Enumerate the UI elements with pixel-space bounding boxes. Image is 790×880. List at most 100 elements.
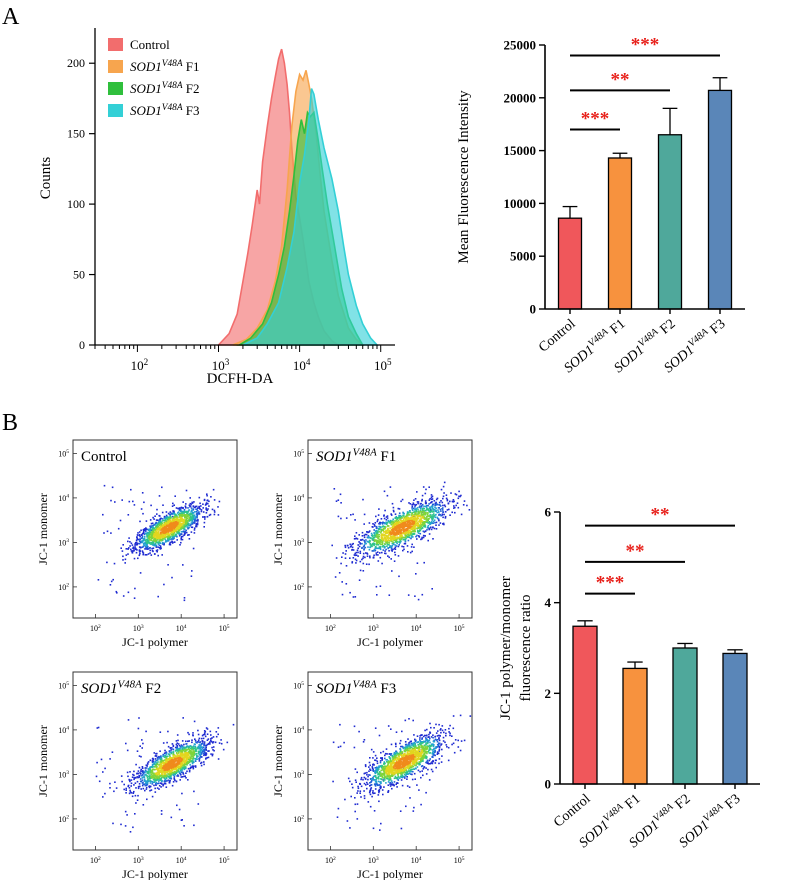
- scatter-point: [185, 760, 187, 763]
- scatter-point: [166, 763, 169, 765]
- bar: [607, 157, 633, 310]
- scatter-point: [151, 773, 153, 775]
- scatter-point: [373, 529, 375, 531]
- scatter-point: [364, 764, 367, 766]
- scatter-point: [374, 547, 376, 549]
- scatter-point: [98, 780, 101, 783]
- scatter-point: [140, 788, 142, 790]
- scatter-point: [430, 507, 432, 510]
- scatter-point: [398, 525, 401, 527]
- scatter-point: [422, 517, 425, 520]
- scatter-point: [141, 550, 144, 552]
- scatter-point: [463, 500, 466, 502]
- scatter-point: [185, 740, 187, 743]
- scatter-point: [432, 503, 434, 506]
- scatter-point: [170, 529, 173, 531]
- scatter-point: [180, 758, 182, 761]
- scatter-point: [133, 774, 135, 777]
- scatter-point: [435, 723, 437, 726]
- hist-ytick-label: 200: [67, 56, 85, 70]
- scatter-point: [397, 555, 400, 557]
- scatter-point: [379, 547, 382, 549]
- scatter-point: [181, 538, 184, 541]
- scatter-point: [377, 531, 379, 534]
- scatter-point: [427, 527, 430, 529]
- scatter-point: [354, 768, 357, 770]
- scatter-point: [429, 522, 432, 524]
- scatter-point: [145, 532, 148, 535]
- scatter-point: [109, 584, 112, 586]
- scatter-point: [378, 542, 381, 545]
- scatter-point: [439, 513, 441, 516]
- scatter-point: [150, 771, 152, 773]
- scatter-point: [383, 517, 386, 520]
- scatter-point: [145, 730, 147, 733]
- scatter-point: [441, 513, 444, 515]
- scatter-point: [177, 750, 179, 753]
- scatter-point: [416, 521, 419, 524]
- scatter-point: [355, 559, 358, 562]
- scatter-point: [164, 527, 166, 529]
- scatter-point: [428, 503, 430, 505]
- scatter-point: [189, 524, 191, 527]
- scatter-point: [153, 537, 155, 539]
- scatter-point: [386, 517, 389, 519]
- scatter-point: [130, 785, 132, 787]
- scatter-point: [206, 743, 209, 746]
- scatter-point: [155, 539, 157, 542]
- scatter-point: [394, 537, 397, 540]
- scatter-point: [160, 766, 163, 768]
- scatter-point: [130, 548, 132, 551]
- scatter-point: [172, 774, 175, 776]
- scatter-point: [154, 778, 156, 781]
- scatter-point: [204, 733, 206, 736]
- scatter-point: [158, 782, 160, 784]
- scatter-point: [151, 795, 154, 798]
- scatter-point: [172, 748, 175, 751]
- scatter-point: [165, 521, 168, 523]
- scatter-point: [152, 768, 155, 771]
- scatter-point: [394, 517, 396, 520]
- scatter-point: [405, 532, 408, 535]
- scatter-ytick-label: 102: [58, 583, 69, 592]
- scatter-point: [187, 731, 189, 734]
- scatter-point: [178, 509, 181, 511]
- scatter-point: [179, 745, 182, 748]
- scatter-point: [162, 742, 165, 744]
- scatter-point: [396, 542, 398, 545]
- scatter-point: [161, 554, 163, 556]
- scatter-point: [425, 502, 427, 505]
- scatter-point: [151, 781, 154, 783]
- scatter-point: [399, 534, 402, 537]
- scatter-point: [162, 527, 164, 529]
- scatter-point: [419, 515, 421, 518]
- hist-ytick-label: 150: [67, 127, 85, 141]
- scatter-point: [460, 494, 462, 497]
- scatter-point: [203, 754, 205, 757]
- scatter-point: [103, 484, 106, 487]
- scatter-point: [413, 526, 415, 529]
- scatter-point: [172, 755, 175, 757]
- scatter-point: [146, 534, 148, 536]
- scatter-point: [429, 511, 431, 514]
- scatter-point: [450, 492, 452, 494]
- scatter-point: [222, 748, 225, 751]
- scatter-point: [186, 754, 189, 757]
- scatter-point: [122, 555, 124, 558]
- scatter-point: [169, 773, 171, 775]
- scatter-point: [404, 522, 406, 524]
- scatter-xlabel: JC-1 polymer: [122, 867, 188, 880]
- scatter-point: [185, 767, 187, 770]
- scatter-point: [154, 533, 157, 535]
- scatter-point: [201, 749, 204, 751]
- scatter-point: [422, 510, 424, 513]
- scatter-point: [154, 787, 156, 790]
- scatter-point: [399, 524, 402, 526]
- scatter-point: [168, 517, 170, 520]
- scatter-point: [111, 751, 114, 753]
- scatter-point: [200, 750, 202, 752]
- scatter-point: [183, 533, 186, 536]
- scatter-point: [390, 535, 392, 538]
- scatter-point: [398, 514, 400, 517]
